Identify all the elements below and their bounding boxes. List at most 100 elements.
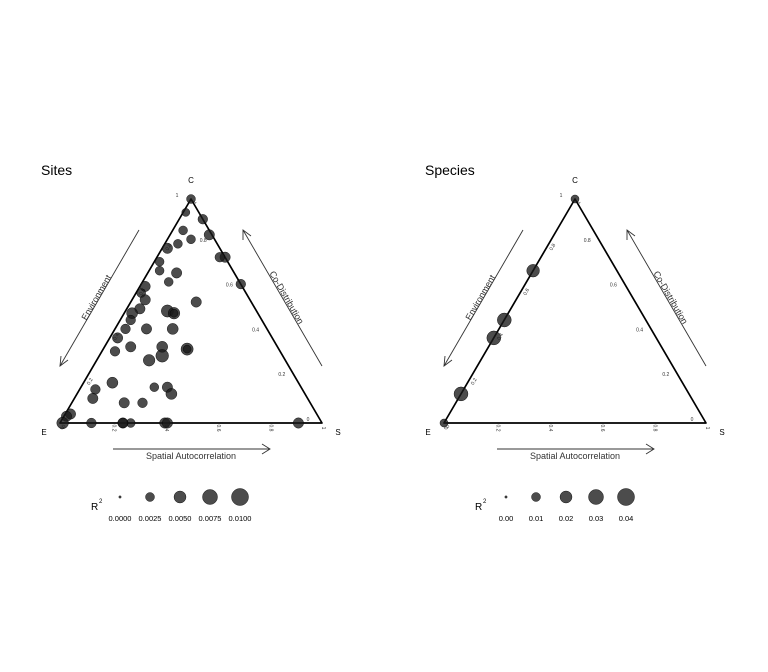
data-point: [186, 234, 196, 244]
spatial-arrow-head: [645, 443, 655, 455]
co-distribution-arrow-line: [626, 229, 707, 367]
right-tick-label: 0.4: [636, 327, 643, 333]
legend-label: 0.01: [529, 514, 544, 523]
legend-label: 0.0100: [229, 514, 252, 523]
data-point: [154, 257, 165, 267]
data-point: [197, 214, 208, 225]
left-tick-label: 0: [445, 424, 452, 430]
co-distribution-arrow-label: Co-Distribution: [267, 269, 305, 326]
right-tick-label: 0.4: [252, 327, 259, 333]
data-point: [161, 242, 173, 254]
left-tick-label: 0.6: [522, 287, 531, 296]
triangle-frame: [443, 198, 707, 424]
data-point: [161, 417, 173, 429]
bottom-tick-label: 0: [442, 427, 448, 430]
vertex-label-left: E: [425, 428, 430, 437]
data-point: [169, 308, 179, 318]
data-point: [214, 252, 225, 263]
data-point: [178, 225, 188, 236]
environment-arrow-line: [59, 229, 140, 367]
data-point: [292, 417, 304, 429]
vertex-label-left: E: [41, 428, 46, 437]
spatial-arrow-head: [261, 443, 271, 455]
bottom-tick-label: 1: [320, 427, 326, 430]
environment-arrow-head: [443, 355, 453, 367]
data-point: [118, 397, 130, 409]
legend-bubble: [617, 488, 635, 506]
data-point: [154, 266, 165, 276]
legend-label: 0.02: [559, 514, 574, 523]
legend-title-superscript: 2: [99, 499, 103, 505]
left-tick-label: 1: [192, 200, 199, 206]
right-tick-label: 0.6: [610, 283, 617, 289]
data-point: [186, 194, 196, 204]
legend-title-superscript: 2: [483, 499, 487, 505]
legend-label: 0.0000: [109, 514, 132, 523]
data-point: [125, 341, 137, 353]
data-point: [165, 388, 178, 400]
vertex-label-right: S: [719, 428, 724, 437]
left-tick-label: 0.8: [549, 243, 558, 252]
co-distribution-arrow-line: [242, 229, 323, 367]
co-distribution-arrow-head: [242, 229, 252, 240]
legend-label: 0.04: [619, 514, 634, 523]
data-point: [166, 323, 179, 335]
right-tick-label: 0.2: [278, 372, 285, 378]
legend-label: 0.0050: [169, 514, 192, 523]
right-tick-label: 0.2: [662, 372, 669, 378]
data-point: [117, 417, 128, 429]
data-point: [570, 194, 580, 204]
bottom-tick-label: 0.2: [110, 425, 116, 432]
spatial-arrow-label: Spatial Autocorrelation: [530, 451, 620, 461]
data-point: [203, 229, 215, 241]
legend-title: R: [475, 502, 482, 513]
triangle-frame: [59, 198, 323, 424]
co-distribution-arrow-label: Co-Distribution: [651, 269, 689, 326]
legend-bubble: [118, 495, 122, 499]
left-tick-label: 1: [576, 200, 583, 206]
data-point: [86, 417, 97, 429]
data-point: [139, 294, 151, 306]
data-point: [125, 314, 136, 326]
legend-label: 0.0025: [139, 514, 162, 523]
legend-bubble: [559, 490, 573, 504]
data-point: [526, 264, 540, 278]
legend-label: 0.03: [589, 514, 604, 523]
data-point: [87, 392, 99, 404]
data-point: [453, 386, 469, 402]
data-point: [155, 349, 169, 363]
spatial-arrow-label: Spatial Autocorrelation: [146, 451, 236, 461]
right-tick-label: 0.8: [200, 238, 207, 244]
data-point: [112, 332, 124, 344]
legend-bubble: [202, 489, 218, 505]
data-point: [439, 418, 449, 428]
right-tick-label: 0: [691, 417, 694, 423]
data-point: [182, 344, 192, 354]
right-tick-label: 0.8: [584, 238, 591, 244]
vertex-label-top: C: [188, 176, 194, 185]
sites-panel: SitesCES00.20.40.60.8100.20.40.60.8100.2…: [41, 162, 341, 523]
species-panel: SpeciesCES00.20.40.60.8100.20.40.60.8100…: [425, 162, 725, 523]
data-point: [137, 397, 148, 408]
legend-label: 0.00: [499, 514, 514, 523]
bottom-tick-label: 0.6: [215, 425, 221, 432]
legend-bubble: [145, 492, 155, 502]
environment-arrow-label: Environment: [79, 273, 113, 322]
data-point: [56, 416, 69, 430]
right-tick-label: 0.6: [226, 283, 233, 289]
data-point: [164, 277, 174, 287]
bottom-tick-label: 0.8: [652, 425, 658, 432]
legend-label: 0.0075: [199, 514, 222, 523]
chart-title: Species: [425, 162, 475, 178]
bottom-tick-label: 0.8: [268, 425, 274, 432]
left-tick-label: 0.2: [470, 377, 479, 386]
data-point: [235, 279, 246, 290]
left-tick-label: 0.2: [86, 377, 95, 386]
data-point: [190, 296, 202, 308]
right-tick-label: 0: [307, 417, 310, 423]
bottom-tick-label: 0.4: [547, 425, 553, 432]
legend-title: R: [91, 502, 98, 513]
data-point: [149, 382, 159, 392]
legend-bubble: [504, 495, 508, 499]
